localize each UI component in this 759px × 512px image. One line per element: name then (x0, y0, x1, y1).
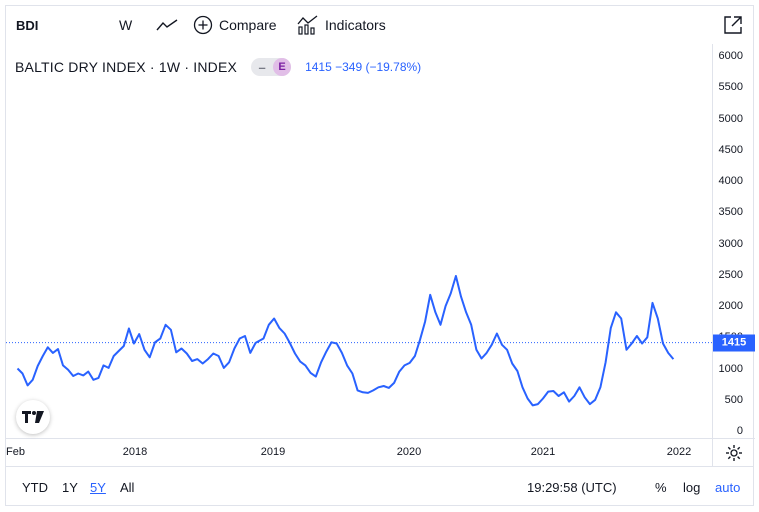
tv-logo-icon (22, 411, 44, 423)
y-tick-label: 4000 (718, 175, 743, 187)
collapse-dash: – (258, 59, 266, 75)
last-price-label: 1415 (713, 334, 755, 352)
x-tick-label: 2018 (122, 446, 148, 458)
y-tick-label: 5000 (718, 112, 743, 125)
x-tick-label: 2020 (396, 446, 422, 458)
chart-pane[interactable] (6, 44, 712, 438)
y-tick-label: 1000 (718, 362, 743, 375)
y-tick-label: 3500 (718, 206, 743, 219)
gear-icon (726, 444, 742, 461)
interval-button[interactable]: W (119, 17, 133, 33)
auto-toggle[interactable]: auto (715, 480, 741, 495)
legend-pill[interactable]: – E (251, 58, 292, 76)
popout-button[interactable] (723, 6, 743, 44)
y-tick-label: 4500 (718, 143, 743, 156)
price-series-line (16, 275, 675, 407)
percent-toggle[interactable]: % (655, 480, 667, 495)
chart-widget: BDI W Compare Indicators (5, 5, 755, 507)
log-toggle[interactable]: log (683, 480, 701, 495)
symbol-button[interactable]: BDI (16, 17, 39, 33)
y-tick-label: 5500 (718, 81, 743, 94)
range-ytd[interactable]: YTD (22, 480, 48, 495)
x-tick-label: 2019 (260, 446, 286, 458)
range-all[interactable]: All (120, 480, 135, 495)
chart-legend: BALTIC DRY INDEX · 1W · INDEX – E 1415 −… (15, 55, 421, 79)
y-tick-label: 2000 (718, 300, 743, 312)
legend-title: BALTIC DRY INDEX · 1W · INDEX (15, 59, 238, 75)
range-5y[interactable]: 5Y (90, 480, 106, 495)
indicators-label: Indicators (325, 17, 386, 33)
plus-circle-icon (193, 15, 213, 35)
indicators-button[interactable]: Indicators (297, 6, 386, 44)
tradingview-logo[interactable] (16, 400, 50, 434)
x-tick-label: 2022 (666, 446, 692, 458)
exchange-badge: E (273, 58, 292, 76)
top-toolbar: BDI W Compare Indicators (6, 6, 753, 44)
compare-label: Compare (219, 17, 277, 33)
external-link-icon (724, 16, 742, 34)
line-chart-icon (156, 19, 178, 31)
bottom-toolbar: YTD 1Y 5Y All 19:29:58 (UTC) % log auto (6, 466, 753, 507)
indicators-icon (297, 15, 318, 35)
x-tick-label: 2021 (530, 446, 556, 458)
y-tick-label: 6000 (718, 50, 743, 62)
y-tick-label: 2500 (718, 268, 743, 281)
price-plot (6, 275, 712, 407)
clock-time[interactable]: 19:29:58 (UTC) (527, 480, 617, 495)
settings-button[interactable] (712, 438, 755, 466)
price-axis[interactable]: 0500100015002000250030003500400045005000… (712, 44, 755, 438)
y-tick-label: 3000 (718, 237, 743, 250)
range-1y[interactable]: 1Y (62, 480, 78, 495)
legend-values: 1415 −349 (−19.78%) (305, 60, 422, 74)
compare-button[interactable]: Compare (193, 6, 277, 44)
time-axis[interactable]: Feb 2018 2019 2020 2021 2022 (6, 438, 712, 466)
y-tick-label: 500 (724, 393, 743, 406)
x-tick-label: Feb (6, 446, 25, 458)
y-tick-label: 0 (736, 425, 743, 437)
chart-type-button[interactable] (155, 6, 179, 44)
